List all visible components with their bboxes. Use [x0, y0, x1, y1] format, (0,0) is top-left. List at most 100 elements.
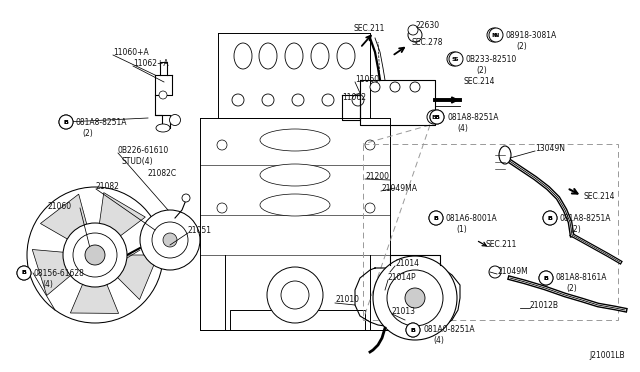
Circle shape: [163, 233, 177, 247]
Circle shape: [539, 271, 553, 285]
Text: SEC.211: SEC.211: [486, 240, 517, 248]
Text: S: S: [452, 57, 456, 61]
Circle shape: [59, 115, 73, 129]
Polygon shape: [112, 255, 158, 299]
Circle shape: [17, 266, 31, 280]
Circle shape: [262, 94, 274, 106]
Text: B: B: [63, 119, 68, 125]
Circle shape: [267, 267, 323, 323]
Circle shape: [152, 222, 188, 258]
Circle shape: [59, 115, 73, 129]
Ellipse shape: [260, 164, 330, 186]
Text: B: B: [543, 276, 548, 280]
Text: (1): (1): [456, 224, 467, 234]
Text: 13049N: 13049N: [535, 144, 565, 153]
Text: B: B: [543, 276, 548, 280]
Circle shape: [430, 110, 444, 124]
Text: B: B: [435, 115, 440, 119]
Circle shape: [365, 203, 375, 213]
Text: 21082C: 21082C: [148, 169, 177, 177]
Ellipse shape: [260, 129, 330, 151]
Ellipse shape: [337, 43, 355, 69]
Text: 21013: 21013: [392, 307, 416, 315]
Text: B: B: [63, 119, 68, 125]
Text: B: B: [433, 215, 438, 221]
Text: 21049M: 21049M: [497, 266, 528, 276]
Text: B: B: [435, 115, 440, 119]
Circle shape: [410, 82, 420, 92]
Text: B: B: [433, 215, 438, 221]
Text: B: B: [22, 270, 26, 276]
Ellipse shape: [260, 194, 330, 216]
Circle shape: [429, 211, 443, 225]
Circle shape: [232, 94, 244, 106]
Circle shape: [489, 28, 503, 42]
Text: 21014: 21014: [395, 259, 419, 267]
Text: (2): (2): [570, 224, 580, 234]
Text: SEC.278: SEC.278: [411, 38, 442, 46]
Text: 081A8-8251A: 081A8-8251A: [560, 214, 611, 222]
Text: 081A8-8251A: 081A8-8251A: [76, 118, 127, 126]
Text: B: B: [22, 270, 26, 276]
Circle shape: [406, 323, 420, 337]
Circle shape: [429, 211, 443, 225]
Circle shape: [217, 140, 227, 150]
Text: SEC.214: SEC.214: [464, 77, 495, 86]
Circle shape: [405, 288, 425, 308]
Text: 21200: 21200: [365, 171, 389, 180]
Text: 21060: 21060: [48, 202, 72, 211]
Polygon shape: [32, 250, 77, 295]
Text: 081A8-8251A: 081A8-8251A: [447, 112, 499, 122]
Circle shape: [543, 211, 557, 225]
Circle shape: [352, 94, 364, 106]
Text: 0B233-82510: 0B233-82510: [466, 55, 517, 64]
Text: (2): (2): [566, 285, 577, 294]
Circle shape: [387, 270, 443, 326]
Ellipse shape: [311, 43, 329, 69]
Text: (2): (2): [476, 65, 487, 74]
Ellipse shape: [285, 43, 303, 69]
Text: (4): (4): [433, 337, 444, 346]
Text: SEC.211: SEC.211: [354, 23, 385, 32]
Circle shape: [170, 115, 180, 125]
Text: 21051: 21051: [188, 225, 212, 234]
Ellipse shape: [234, 43, 252, 69]
Text: 081A8-8161A: 081A8-8161A: [556, 273, 607, 282]
Circle shape: [427, 110, 441, 124]
Text: B: B: [411, 327, 415, 333]
Text: N: N: [493, 32, 499, 38]
Polygon shape: [99, 193, 145, 241]
Circle shape: [365, 140, 375, 150]
Text: (4): (4): [42, 279, 53, 289]
Circle shape: [430, 110, 444, 124]
Circle shape: [539, 271, 553, 285]
Circle shape: [408, 25, 418, 35]
Text: B: B: [431, 115, 436, 119]
Text: B: B: [548, 215, 552, 221]
Circle shape: [322, 94, 334, 106]
Circle shape: [159, 91, 167, 99]
Circle shape: [17, 266, 31, 280]
Text: 08156-61628: 08156-61628: [33, 269, 84, 278]
Polygon shape: [40, 194, 89, 243]
Text: STUD(4): STUD(4): [122, 157, 154, 166]
Circle shape: [85, 245, 105, 265]
Circle shape: [370, 82, 380, 92]
Circle shape: [63, 223, 127, 287]
Ellipse shape: [499, 146, 511, 164]
Text: (2): (2): [82, 128, 93, 138]
Circle shape: [408, 28, 422, 42]
Text: S: S: [454, 57, 458, 61]
Text: N: N: [492, 32, 497, 38]
Text: 081A6-8001A: 081A6-8001A: [446, 214, 498, 222]
Circle shape: [449, 52, 463, 66]
Text: 11062: 11062: [342, 93, 366, 102]
Circle shape: [390, 82, 400, 92]
Text: 22630: 22630: [416, 20, 440, 29]
Circle shape: [27, 187, 163, 323]
Bar: [363, 144, 618, 320]
Text: B: B: [548, 215, 552, 221]
Circle shape: [543, 211, 557, 225]
Circle shape: [217, 203, 227, 213]
Text: 21014P: 21014P: [388, 273, 417, 282]
